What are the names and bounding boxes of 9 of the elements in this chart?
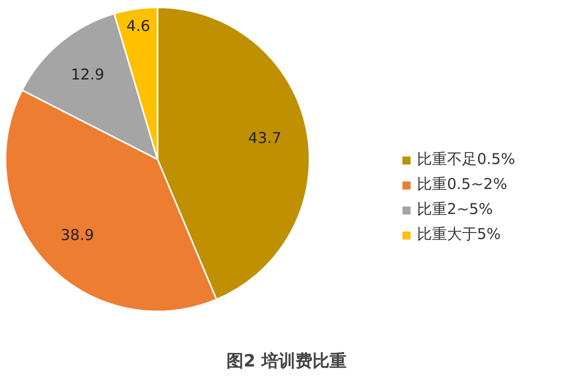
data-label: 12.9: [70, 66, 104, 84]
legend-label: 比重2~5%: [417, 200, 493, 219]
data-label: 43.7: [248, 128, 282, 147]
legend-label: 比重大于5%: [417, 225, 501, 244]
text: 图2 培训费比重: [226, 352, 346, 372]
legend-label: 比重0.5~2%: [417, 175, 508, 194]
legend-label: 比重不足0.5%: [417, 150, 516, 169]
data-label: 4.6: [126, 16, 150, 35]
data-label: 38.9: [60, 226, 94, 244]
